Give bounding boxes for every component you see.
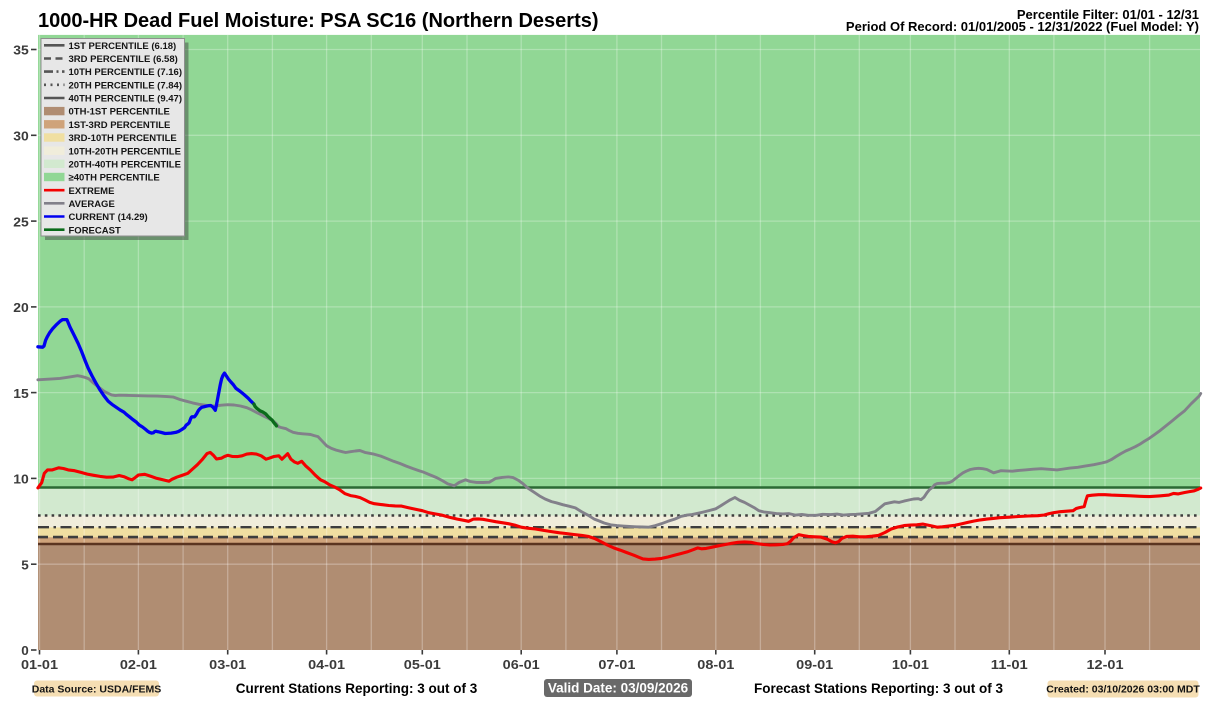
svg-text:3RD-10TH PERCENTILE: 3RD-10TH PERCENTILE [69, 133, 177, 144]
svg-text:10: 10 [13, 473, 29, 487]
svg-text:12-01: 12-01 [1087, 657, 1124, 672]
svg-text:CURRENT (14.29): CURRENT (14.29) [69, 212, 148, 223]
svg-text:AVERAGE: AVERAGE [69, 199, 115, 210]
svg-text:40TH PERCENTILE (9.47): 40TH PERCENTILE (9.47) [69, 94, 183, 105]
svg-text:20: 20 [13, 301, 29, 315]
svg-text:Created: 03/10/2026 03:00 MDT: Created: 03/10/2026 03:00 MDT [1046, 684, 1200, 696]
svg-text:20TH PERCENTILE (7.84): 20TH PERCENTILE (7.84) [69, 80, 183, 91]
svg-text:Valid Date: 03/09/2026: Valid Date: 03/09/2026 [548, 681, 689, 696]
svg-text:Percentile Filter: 01/01 - 12/: Percentile Filter: 01/01 - 12/31 [1017, 7, 1199, 22]
svg-text:10TH-20TH PERCENTILE: 10TH-20TH PERCENTILE [69, 146, 181, 157]
svg-text:Period Of Record: 01/01/2005 -: Period Of Record: 01/01/2005 - 12/31/202… [846, 19, 1199, 34]
svg-text:1ST-3RD PERCENTILE: 1ST-3RD PERCENTILE [69, 120, 171, 131]
svg-text:25: 25 [13, 215, 29, 229]
svg-text:FORECAST: FORECAST [69, 225, 121, 236]
svg-text:02-01: 02-01 [120, 657, 157, 672]
svg-text:07-01: 07-01 [598, 657, 635, 672]
svg-text:Data Source: USDA/FEMS: Data Source: USDA/FEMS [32, 684, 162, 696]
svg-text:04-01: 04-01 [308, 657, 345, 672]
svg-text:11-01: 11-01 [991, 657, 1028, 672]
svg-text:35: 35 [13, 44, 29, 58]
svg-text:≥40TH PERCENTILE: ≥40TH PERCENTILE [69, 173, 160, 184]
svg-text:Forecast Stations Reporting: 3: Forecast Stations Reporting: 3 out of 3 [754, 681, 1004, 696]
svg-text:30: 30 [13, 130, 29, 144]
svg-text:0TH-1ST PERCENTILE: 0TH-1ST PERCENTILE [69, 107, 170, 118]
svg-text:1ST PERCENTILE (6.18): 1ST PERCENTILE (6.18) [69, 41, 177, 52]
svg-text:0: 0 [21, 644, 29, 658]
svg-text:1000-HR Dead Fuel Moisture: PS: 1000-HR Dead Fuel Moisture: PSA SC16 (No… [38, 10, 599, 32]
svg-text:03-01: 03-01 [209, 657, 246, 672]
svg-text:08-01: 08-01 [697, 657, 734, 672]
svg-text:EXTREME: EXTREME [69, 186, 115, 197]
svg-text:05-01: 05-01 [404, 657, 441, 672]
svg-text:15: 15 [13, 387, 29, 401]
svg-text:10-01: 10-01 [892, 657, 929, 672]
svg-text:Current Stations Reporting: 3: Current Stations Reporting: 3 out of 3 [236, 681, 478, 696]
svg-text:10TH PERCENTILE (7.16): 10TH PERCENTILE (7.16) [69, 67, 183, 78]
svg-text:3RD PERCENTILE (6.58): 3RD PERCENTILE (6.58) [69, 54, 178, 65]
svg-text:09-01: 09-01 [796, 657, 833, 672]
svg-text:20TH-40TH PERCENTILE: 20TH-40TH PERCENTILE [69, 159, 181, 170]
svg-text:01-01: 01-01 [21, 657, 58, 672]
svg-text:5: 5 [21, 558, 29, 572]
svg-text:06-01: 06-01 [503, 657, 540, 672]
